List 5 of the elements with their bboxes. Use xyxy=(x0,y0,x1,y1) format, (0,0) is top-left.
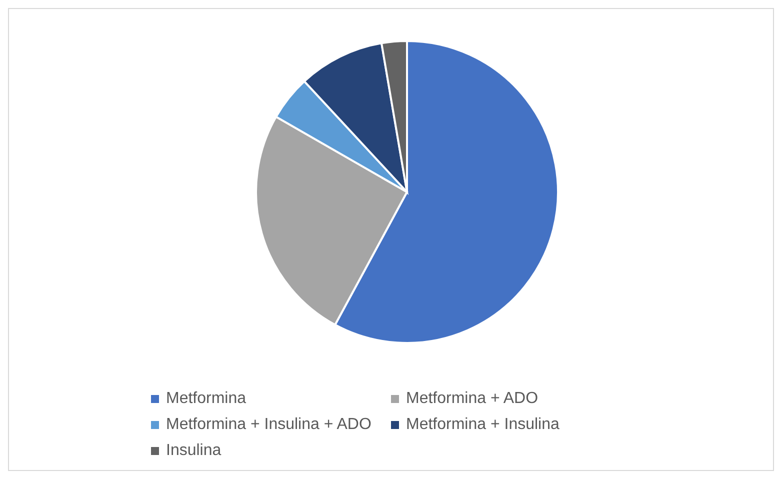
legend-label: Metformina + Insulina xyxy=(406,415,560,435)
legend-label: Metformina + ADO xyxy=(406,389,538,409)
legend-label: Metformina xyxy=(166,389,246,409)
legend-label: Insulina xyxy=(166,441,222,461)
legend-label: Metformina + Insulina + ADO xyxy=(166,415,372,435)
